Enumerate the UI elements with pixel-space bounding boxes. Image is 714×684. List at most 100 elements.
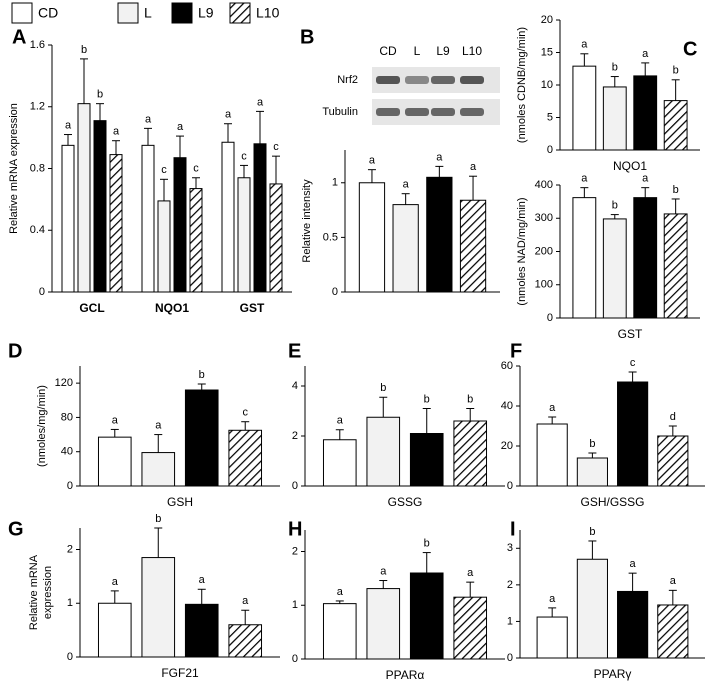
- bar: [576, 457, 608, 487]
- bar: [572, 65, 597, 151]
- bar: [189, 188, 203, 293]
- bar: [141, 452, 176, 487]
- x-category-label: NQO1: [613, 159, 647, 173]
- significance-letter: a: [670, 575, 677, 587]
- y-axis-label: (nmoles CDNB/mg/min): [516, 27, 528, 143]
- panel-label: H: [288, 518, 302, 540]
- y-tick-label: 0: [67, 480, 73, 492]
- significance-letter: a: [369, 155, 376, 167]
- x-category-label: GSSG: [388, 495, 423, 509]
- significance-letter: a: [581, 39, 588, 51]
- significance-letter: a: [642, 48, 649, 60]
- panel-label: C: [683, 38, 697, 60]
- bar: [409, 433, 444, 487]
- bar: [366, 588, 401, 660]
- blot-lane-label: L9: [436, 44, 450, 58]
- significance-letter: c: [273, 141, 279, 153]
- bar: [602, 218, 627, 319]
- significance-letter: d: [670, 411, 676, 423]
- bar: [663, 213, 688, 319]
- significance-letter: b: [380, 382, 386, 394]
- significance-letter: a: [581, 173, 588, 185]
- bar: [536, 616, 568, 659]
- y-tick-label: 5: [547, 111, 553, 123]
- legend-label: L: [144, 5, 152, 21]
- bar: [453, 420, 488, 487]
- panel-label: D: [8, 340, 22, 362]
- bar: [184, 603, 219, 658]
- blot-lane-label: L10: [462, 44, 482, 58]
- blot-band: [405, 76, 429, 84]
- y-tick-label: 300: [535, 212, 553, 224]
- significance-letter: b: [81, 44, 87, 56]
- significance-letter: c: [241, 150, 247, 162]
- blot-band: [405, 108, 429, 116]
- blot-row-label: Nrf2: [337, 74, 358, 86]
- bar: [77, 103, 91, 293]
- bar: [221, 141, 235, 293]
- y-tick-label: 0: [67, 651, 73, 663]
- x-category-label: FGF21: [161, 666, 199, 680]
- significance-letter: b: [673, 184, 679, 196]
- significance-letter: a: [113, 126, 120, 138]
- significance-letter: b: [155, 513, 161, 525]
- significance-letter: b: [589, 438, 595, 450]
- y-tick-label: 15: [541, 46, 553, 58]
- panel-label: G: [8, 518, 24, 540]
- bar: [173, 157, 187, 293]
- significance-letter: a: [549, 402, 556, 414]
- significance-letter: a: [549, 593, 556, 605]
- bar: [97, 602, 132, 658]
- bar: [228, 429, 263, 487]
- bar: [459, 199, 487, 293]
- y-tick-label: 2: [292, 430, 298, 442]
- significance-letter: a: [177, 121, 184, 133]
- panel-label: F: [510, 340, 522, 362]
- x-category-label: GSH: [167, 495, 193, 509]
- bar: [228, 624, 263, 658]
- significance-letter: a: [630, 558, 637, 570]
- blot-band: [460, 76, 484, 84]
- bar: [97, 436, 132, 487]
- bar: [633, 197, 658, 319]
- y-axis-label: Relative intensity: [301, 179, 313, 263]
- y-tick-label: 2: [507, 579, 513, 591]
- significance-letter: b: [97, 89, 103, 101]
- y-tick-label: 20: [501, 440, 513, 452]
- y-tick-label: 10: [541, 79, 553, 91]
- y-tick-label: 80: [61, 411, 73, 423]
- panel-label: A: [12, 26, 26, 48]
- x-category-label: GSH/GSSG: [580, 495, 644, 509]
- bar: [322, 439, 357, 487]
- blot-band: [431, 108, 455, 116]
- blot-lane-label: L: [414, 44, 421, 58]
- bar: [237, 177, 251, 293]
- significance-letter: a: [257, 96, 264, 108]
- significance-letter: b: [673, 65, 679, 77]
- y-tick-label: 400: [535, 179, 553, 191]
- bar: [366, 416, 401, 487]
- y-tick-label: 0.4: [30, 224, 45, 236]
- bar: [633, 75, 658, 151]
- x-category-label: NQO1: [155, 301, 189, 315]
- blot-band: [431, 76, 455, 84]
- y-axis-label: expression: [42, 566, 54, 619]
- legend-swatch: [171, 2, 193, 24]
- blot-lane-label: CD: [379, 44, 397, 58]
- significance-letter: c: [242, 407, 248, 419]
- legend-swatch: [229, 2, 251, 24]
- x-category-label: GCL: [79, 301, 104, 315]
- significance-letter: a: [337, 415, 344, 427]
- bar: [617, 590, 649, 659]
- y-tick-label: 3: [507, 542, 513, 554]
- significance-letter: b: [467, 393, 473, 405]
- y-tick-label: 1: [507, 615, 513, 627]
- y-tick-label: 0: [332, 286, 338, 298]
- bar: [536, 423, 568, 487]
- y-tick-label: 200: [535, 245, 553, 257]
- bar: [657, 604, 689, 659]
- y-tick-label: 0.5: [323, 231, 338, 243]
- bar: [392, 204, 419, 293]
- significance-letter: b: [612, 199, 618, 211]
